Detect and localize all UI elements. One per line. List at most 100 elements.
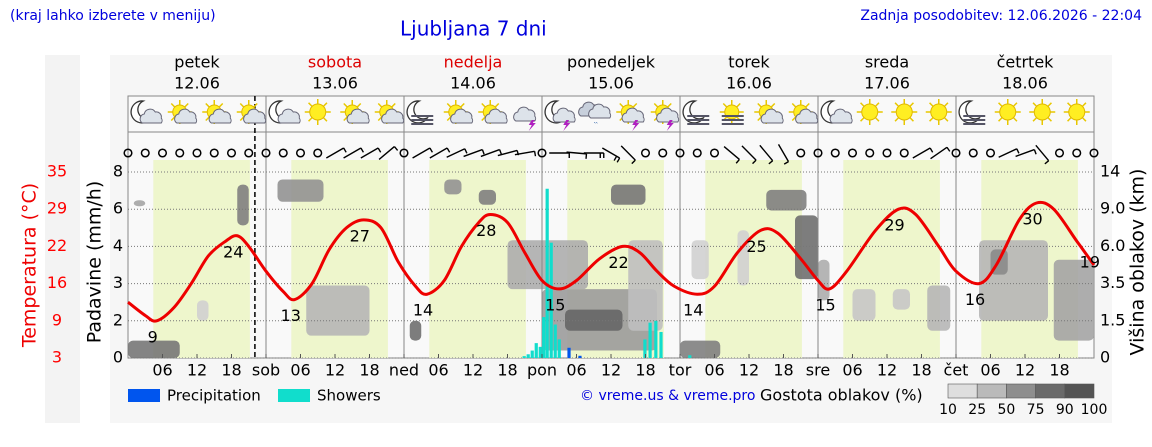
wind-barb: [1015, 148, 1037, 158]
cloud-legend-swatch: [1064, 383, 1095, 399]
wind-calm: [175, 148, 185, 158]
x-tick-label: 12: [463, 361, 483, 380]
day-date: 16.06: [726, 74, 772, 93]
cloud-legend-swatch: [976, 383, 1007, 399]
weather-icon: [478, 100, 508, 124]
sun-ray: [722, 102, 728, 108]
temperature-label: 15: [815, 295, 835, 314]
wind-calm: [123, 148, 133, 158]
sun-ray: [736, 102, 741, 108]
cloud-legend-swatch: [1006, 383, 1036, 399]
cloud-cell: [852, 289, 876, 321]
sun-ray: [874, 102, 880, 107]
weather-icon: [443, 100, 474, 124]
day-name: sobota: [308, 53, 362, 72]
sun-ray: [653, 102, 659, 108]
cloud-cell: [818, 259, 830, 301]
temperature-axis-label: Temperatura (°C): [19, 183, 41, 348]
wind-calm: [865, 148, 875, 158]
weather-icon: [167, 100, 198, 124]
cloud-legend-tick: 10: [939, 402, 957, 418]
precipitation-bar: [542, 317, 546, 358]
wind-calm: [658, 148, 668, 158]
precipitation-bar: [553, 324, 557, 358]
temperature-line: [127, 200, 1096, 323]
sun-ray: [460, 102, 465, 108]
x-tick-label: pon: [527, 361, 557, 380]
wind-calm: [157, 148, 168, 158]
sun-ray: [909, 102, 914, 107]
x-tick-label: 18: [359, 361, 379, 380]
wind-calm: [399, 148, 409, 158]
lightning: [666, 120, 674, 131]
sun-ray: [805, 102, 810, 108]
weather-icon: [268, 100, 301, 124]
weather-icon: [130, 100, 163, 124]
cloud-cell: [979, 240, 1048, 321]
sun-ray: [909, 117, 914, 122]
precipitation-bar: [549, 242, 553, 358]
x-tick-label: 12: [325, 361, 345, 380]
wind-calm: [692, 148, 702, 158]
weather-icon: [340, 100, 370, 124]
cloud: [484, 108, 508, 124]
sun-ray: [1032, 102, 1038, 107]
wind-barb: [325, 147, 347, 159]
daylight-band: [153, 160, 250, 358]
wind-calm: [278, 148, 288, 158]
sun-ray: [929, 117, 934, 122]
sun-ray: [1067, 117, 1072, 122]
cloud: [139, 108, 163, 124]
weather-icon: [788, 100, 819, 124]
day-date: 15.06: [588, 74, 634, 93]
wind-calm: [313, 148, 323, 158]
sun-ray: [1081, 117, 1087, 122]
daylight-band: [705, 160, 802, 358]
weather-icon: [856, 99, 883, 125]
cloud: [656, 107, 680, 123]
sun-ray: [170, 102, 176, 108]
sun-ray: [894, 102, 900, 107]
y-axis-label: Padavine (mm/h): [84, 181, 106, 344]
wind-barb: [620, 145, 636, 165]
wind-calm: [1054, 148, 1065, 158]
sun-ray: [322, 117, 328, 122]
sun-ray: [218, 102, 224, 108]
temperature-label: 14: [413, 301, 433, 320]
weather-icon: [616, 100, 645, 131]
cloud-cell: [565, 309, 623, 331]
wind-barb: [412, 147, 434, 159]
day-name: ponedeljek: [567, 53, 656, 72]
day-date: 13.06: [312, 74, 358, 93]
temperature-label: 27: [350, 226, 370, 245]
temperature-label: 22: [608, 253, 628, 272]
sun-ray: [791, 116, 797, 122]
sun-ray: [1032, 117, 1038, 122]
wind-calm: [830, 148, 840, 158]
x-tick-label: 06: [566, 361, 586, 380]
wind-barb: [463, 148, 485, 158]
temperature-label: 24: [223, 242, 243, 261]
weather-icon: [202, 100, 232, 124]
x-tick-label: 12: [601, 361, 621, 380]
y-tick-label: 8: [113, 162, 123, 181]
sun-ray: [391, 102, 396, 108]
wind-calm: [261, 148, 271, 158]
sun-ray: [322, 102, 328, 107]
wind-barb: [429, 147, 451, 159]
cloud: [588, 103, 612, 119]
sun-ray: [481, 102, 486, 108]
sun-ray: [343, 116, 348, 122]
wind-calm: [192, 148, 202, 158]
wind-calm: [985, 148, 996, 158]
x-tick-label: 12: [877, 361, 897, 380]
weather-icon: [754, 100, 784, 124]
x-tick-label: 12: [187, 361, 207, 380]
weather-icon: [578, 101, 612, 119]
cloud-cell: [277, 179, 324, 202]
sun-ray: [377, 116, 383, 122]
temperature-tick-label: 35: [47, 162, 67, 181]
y2-tick-label: 9.0: [1100, 199, 1125, 218]
sun-ray: [1012, 102, 1018, 107]
weather-icon: [236, 100, 267, 124]
